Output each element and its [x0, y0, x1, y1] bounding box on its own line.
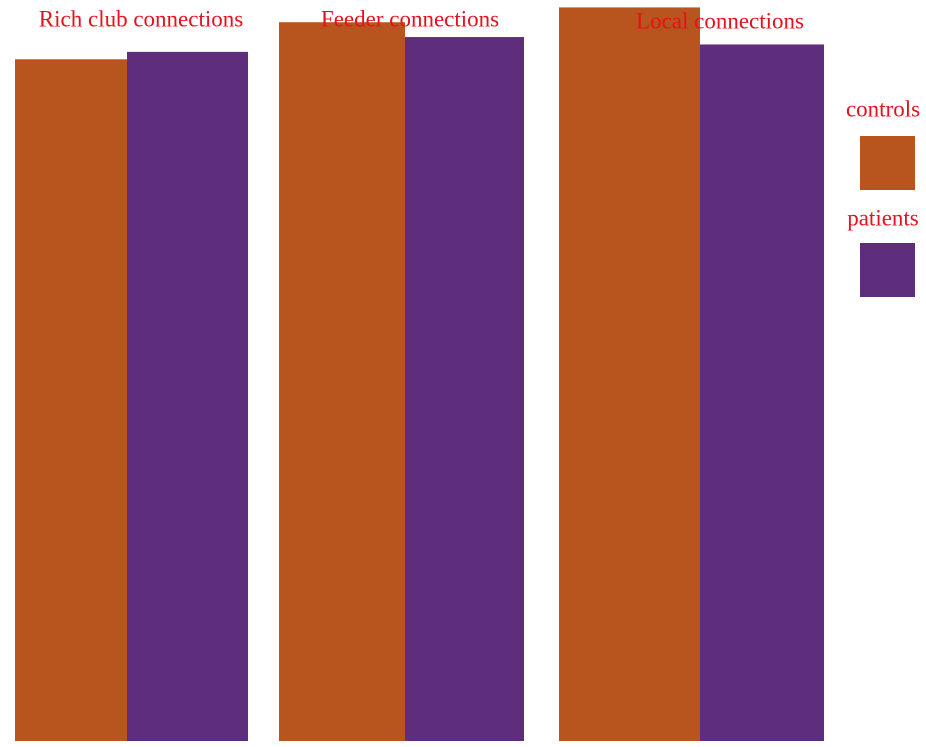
bar-feeder-connections-patients	[405, 37, 524, 742]
category-label-local-connections: Local connections	[636, 8, 804, 33]
bar-feeder-connections-controls	[279, 22, 405, 742]
category-label-feeder-connections: Feeder connections	[321, 6, 499, 31]
bar-local-connections-controls	[559, 7, 700, 742]
legend-swatch-patients	[860, 243, 915, 297]
legend-label-patients: patients	[847, 205, 919, 230]
category-label-rich-club-connections: Rich club connections	[39, 6, 243, 31]
bar-rich-club-connections-controls	[15, 59, 127, 741]
legend-label-controls: controls	[846, 96, 920, 121]
legend-swatch-controls	[860, 136, 915, 190]
bar-local-connections-patients	[700, 44, 824, 741]
bar-rich-club-connections-patients	[127, 51, 248, 742]
